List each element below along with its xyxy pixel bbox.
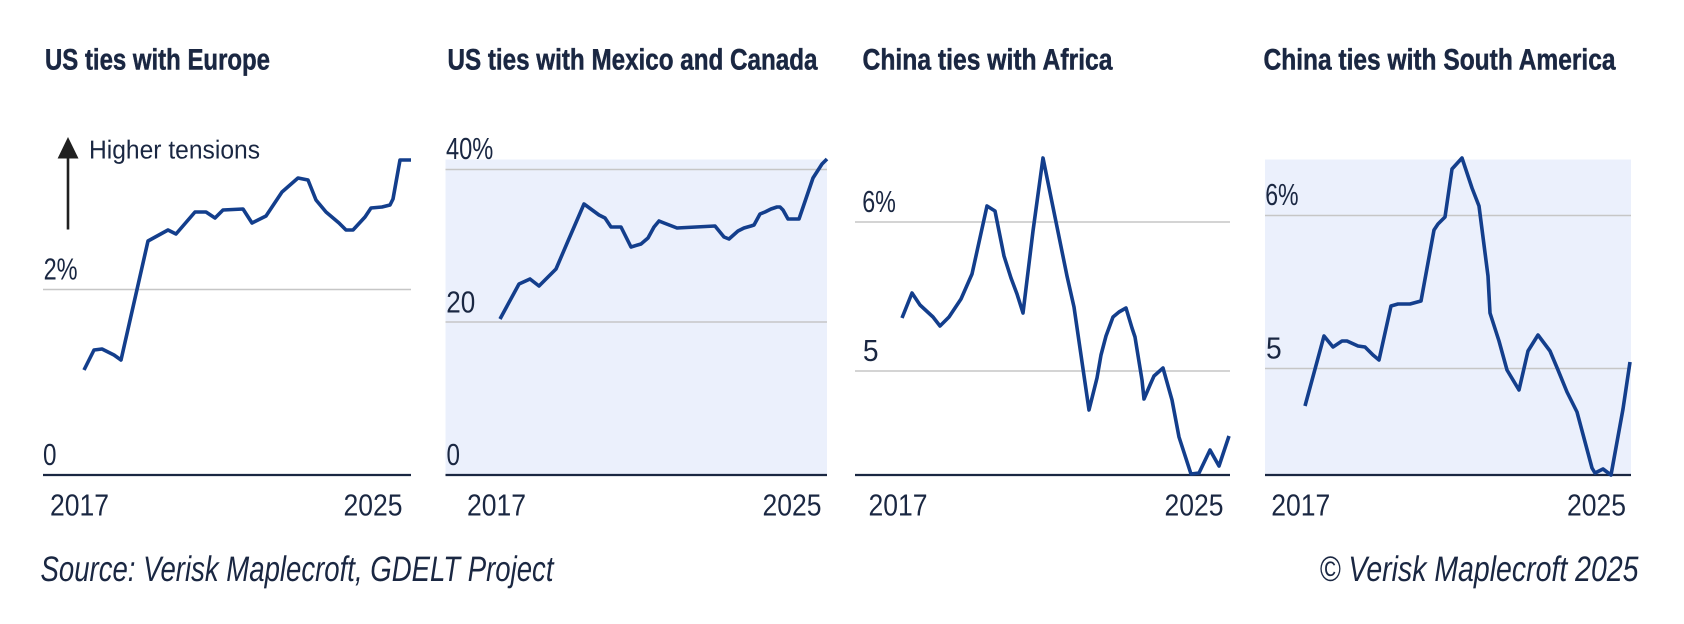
svg-text:5: 5 xyxy=(863,334,879,368)
svg-text:6%: 6% xyxy=(862,185,896,219)
svg-text:6%: 6% xyxy=(1265,178,1298,212)
svg-text:US ties with Mexico and Canada: US ties with Mexico and Canada xyxy=(448,44,818,77)
svg-text:© Verisk Maplecroft 2025: © Verisk Maplecroft 2025 xyxy=(1320,549,1639,589)
svg-text:2025: 2025 xyxy=(344,489,403,523)
svg-text:2025: 2025 xyxy=(1567,489,1626,523)
svg-text:20: 20 xyxy=(446,286,475,320)
svg-text:2%: 2% xyxy=(44,253,78,287)
svg-text:Source: Verisk Maplecroft, GDE: Source: Verisk Maplecroft, GDELT Project xyxy=(41,549,556,589)
svg-text:China ties with Africa: China ties with Africa xyxy=(863,44,1113,77)
svg-text:2017: 2017 xyxy=(467,489,526,523)
svg-text:2025: 2025 xyxy=(763,489,822,523)
svg-text:5: 5 xyxy=(1266,332,1282,366)
svg-text:2017: 2017 xyxy=(50,489,109,523)
svg-text:0: 0 xyxy=(43,438,57,472)
svg-text:40%: 40% xyxy=(446,132,493,166)
svg-text:2025: 2025 xyxy=(1165,489,1224,523)
svg-text:0: 0 xyxy=(447,438,461,472)
svg-text:Higher tensions: Higher tensions xyxy=(89,135,260,165)
svg-text:2017: 2017 xyxy=(869,489,928,523)
svg-text:China ties with South America: China ties with South America xyxy=(1264,44,1616,77)
svg-text:2017: 2017 xyxy=(1271,489,1330,523)
svg-text:US ties with Europe: US ties with Europe xyxy=(45,44,270,77)
